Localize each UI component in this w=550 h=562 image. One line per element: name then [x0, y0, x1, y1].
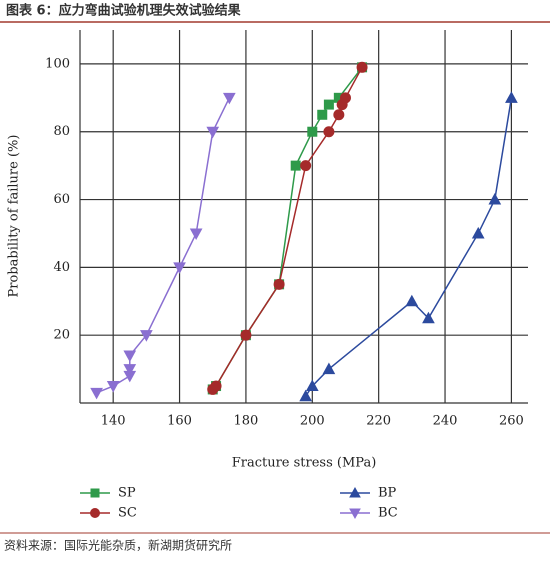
- marker: [322, 362, 336, 375]
- x-axis-label: Fracture stress (MPa): [232, 456, 377, 471]
- marker: [290, 160, 301, 171]
- series-line: [305, 97, 513, 397]
- marker: [305, 379, 319, 392]
- x-tick-label: 160: [167, 414, 192, 429]
- source: 资料来源：国际光能杂质，新湖期货研究所: [4, 538, 232, 553]
- x-tick-label: 260: [499, 414, 524, 429]
- marker: [317, 109, 328, 120]
- y-tick-label: 60: [53, 192, 70, 207]
- marker: [323, 99, 334, 110]
- legend-label: SP: [118, 486, 136, 501]
- y-axis-label: Probability of failure (%): [7, 135, 22, 298]
- y-tick-label: 40: [53, 260, 70, 275]
- marker: [333, 109, 345, 121]
- legend-marker: [349, 486, 361, 498]
- marker: [471, 226, 485, 239]
- marker: [106, 381, 120, 393]
- y-tick-label: 20: [53, 328, 70, 343]
- marker: [210, 380, 222, 392]
- x-tick-label: 200: [300, 414, 325, 429]
- marker: [140, 330, 153, 342]
- x-tick-label: 220: [366, 414, 391, 429]
- series-line: [96, 97, 231, 394]
- x-tick-label: 240: [433, 414, 458, 429]
- marker: [422, 311, 435, 324]
- marker: [299, 389, 313, 402]
- marker: [405, 294, 419, 307]
- legend-label: SC: [118, 506, 137, 521]
- marker: [323, 126, 335, 138]
- marker: [173, 262, 186, 274]
- marker: [123, 350, 137, 363]
- y-tick-label: 100: [45, 56, 70, 71]
- marker: [222, 92, 236, 105]
- x-tick-label: 180: [234, 414, 259, 429]
- marker: [339, 92, 351, 104]
- marker: [206, 126, 220, 139]
- legend-label: BP: [378, 486, 397, 501]
- legend-marker: [349, 508, 361, 520]
- chart-title: 图表 6：应力弯曲试验机理失效试验结果: [6, 3, 241, 19]
- marker: [505, 91, 518, 103]
- marker: [90, 387, 103, 400]
- marker: [240, 329, 252, 341]
- legend-label: BC: [378, 506, 398, 521]
- x-tick-label: 140: [101, 414, 126, 429]
- marker: [307, 126, 318, 137]
- marker: [356, 61, 368, 73]
- legend-marker: [90, 488, 100, 498]
- marker: [300, 160, 312, 172]
- marker: [189, 228, 203, 240]
- y-tick-label: 80: [53, 124, 70, 139]
- marker: [123, 364, 137, 376]
- marker: [488, 193, 502, 205]
- marker: [273, 278, 285, 290]
- legend-marker: [90, 508, 100, 518]
